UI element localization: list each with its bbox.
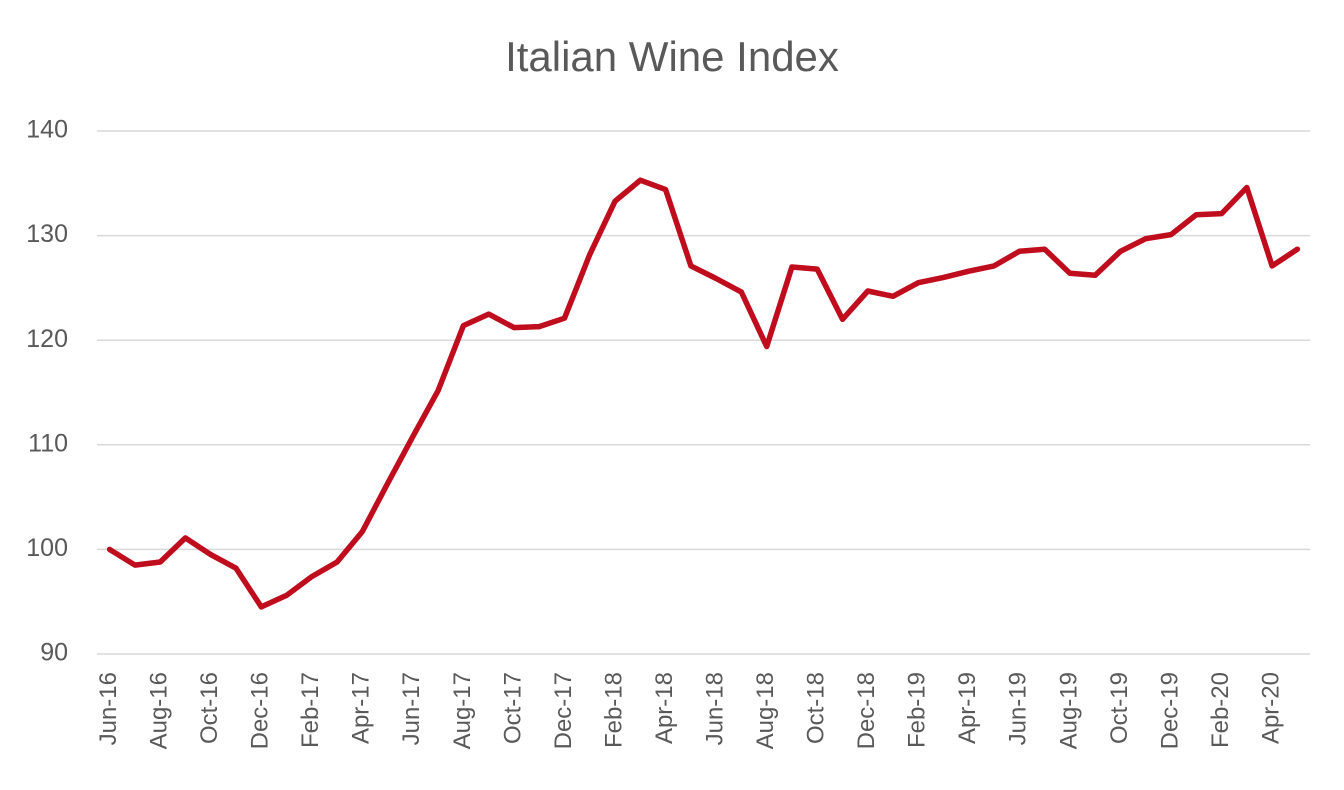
x-tick-label: Aug-18 xyxy=(752,672,779,749)
x-tick-label: Feb-20 xyxy=(1207,672,1234,748)
x-tick-label: Apr-20 xyxy=(1257,672,1284,744)
x-tick-label: Dec-19 xyxy=(1156,672,1183,749)
x-tick-label: Apr-17 xyxy=(348,672,375,744)
x-tick-label: Aug-16 xyxy=(146,672,173,749)
x-tick-label: Apr-19 xyxy=(954,672,981,744)
x-tick-label: Dec-17 xyxy=(550,672,577,749)
x-tick-label: Aug-19 xyxy=(1055,672,1082,749)
x-tick-label: Jun-19 xyxy=(1005,672,1032,745)
data-line xyxy=(106,177,1301,610)
x-tick-label: Oct-17 xyxy=(499,672,526,744)
y-tick-label: 140 xyxy=(26,116,68,144)
x-tick-label: Aug-17 xyxy=(449,672,476,749)
x-tick-label: Dec-18 xyxy=(853,672,880,749)
x-tick-label: Apr-18 xyxy=(651,672,678,744)
x-tick-label: Oct-16 xyxy=(196,672,223,744)
x-tick-label: Dec-16 xyxy=(247,672,274,749)
y-tick-label: 90 xyxy=(40,639,68,667)
y-tick-label: 100 xyxy=(26,534,68,562)
x-tick-label: Jun-16 xyxy=(95,672,122,745)
x-tick-label: Feb-17 xyxy=(297,672,324,748)
y-tick-label: 130 xyxy=(26,220,68,248)
y-tick-label: 110 xyxy=(28,429,68,457)
y-tick-label: 120 xyxy=(26,325,68,353)
x-tick-label: Jun-18 xyxy=(701,672,728,745)
x-tick-label: Oct-19 xyxy=(1106,672,1133,744)
chart-title: Italian Wine Index xyxy=(505,33,839,80)
x-tick-label: Feb-18 xyxy=(600,672,627,748)
x-tick-label: Oct-18 xyxy=(803,672,830,744)
x-tick-label: Feb-19 xyxy=(904,672,931,748)
x-tick-label: Jun-17 xyxy=(398,672,425,745)
